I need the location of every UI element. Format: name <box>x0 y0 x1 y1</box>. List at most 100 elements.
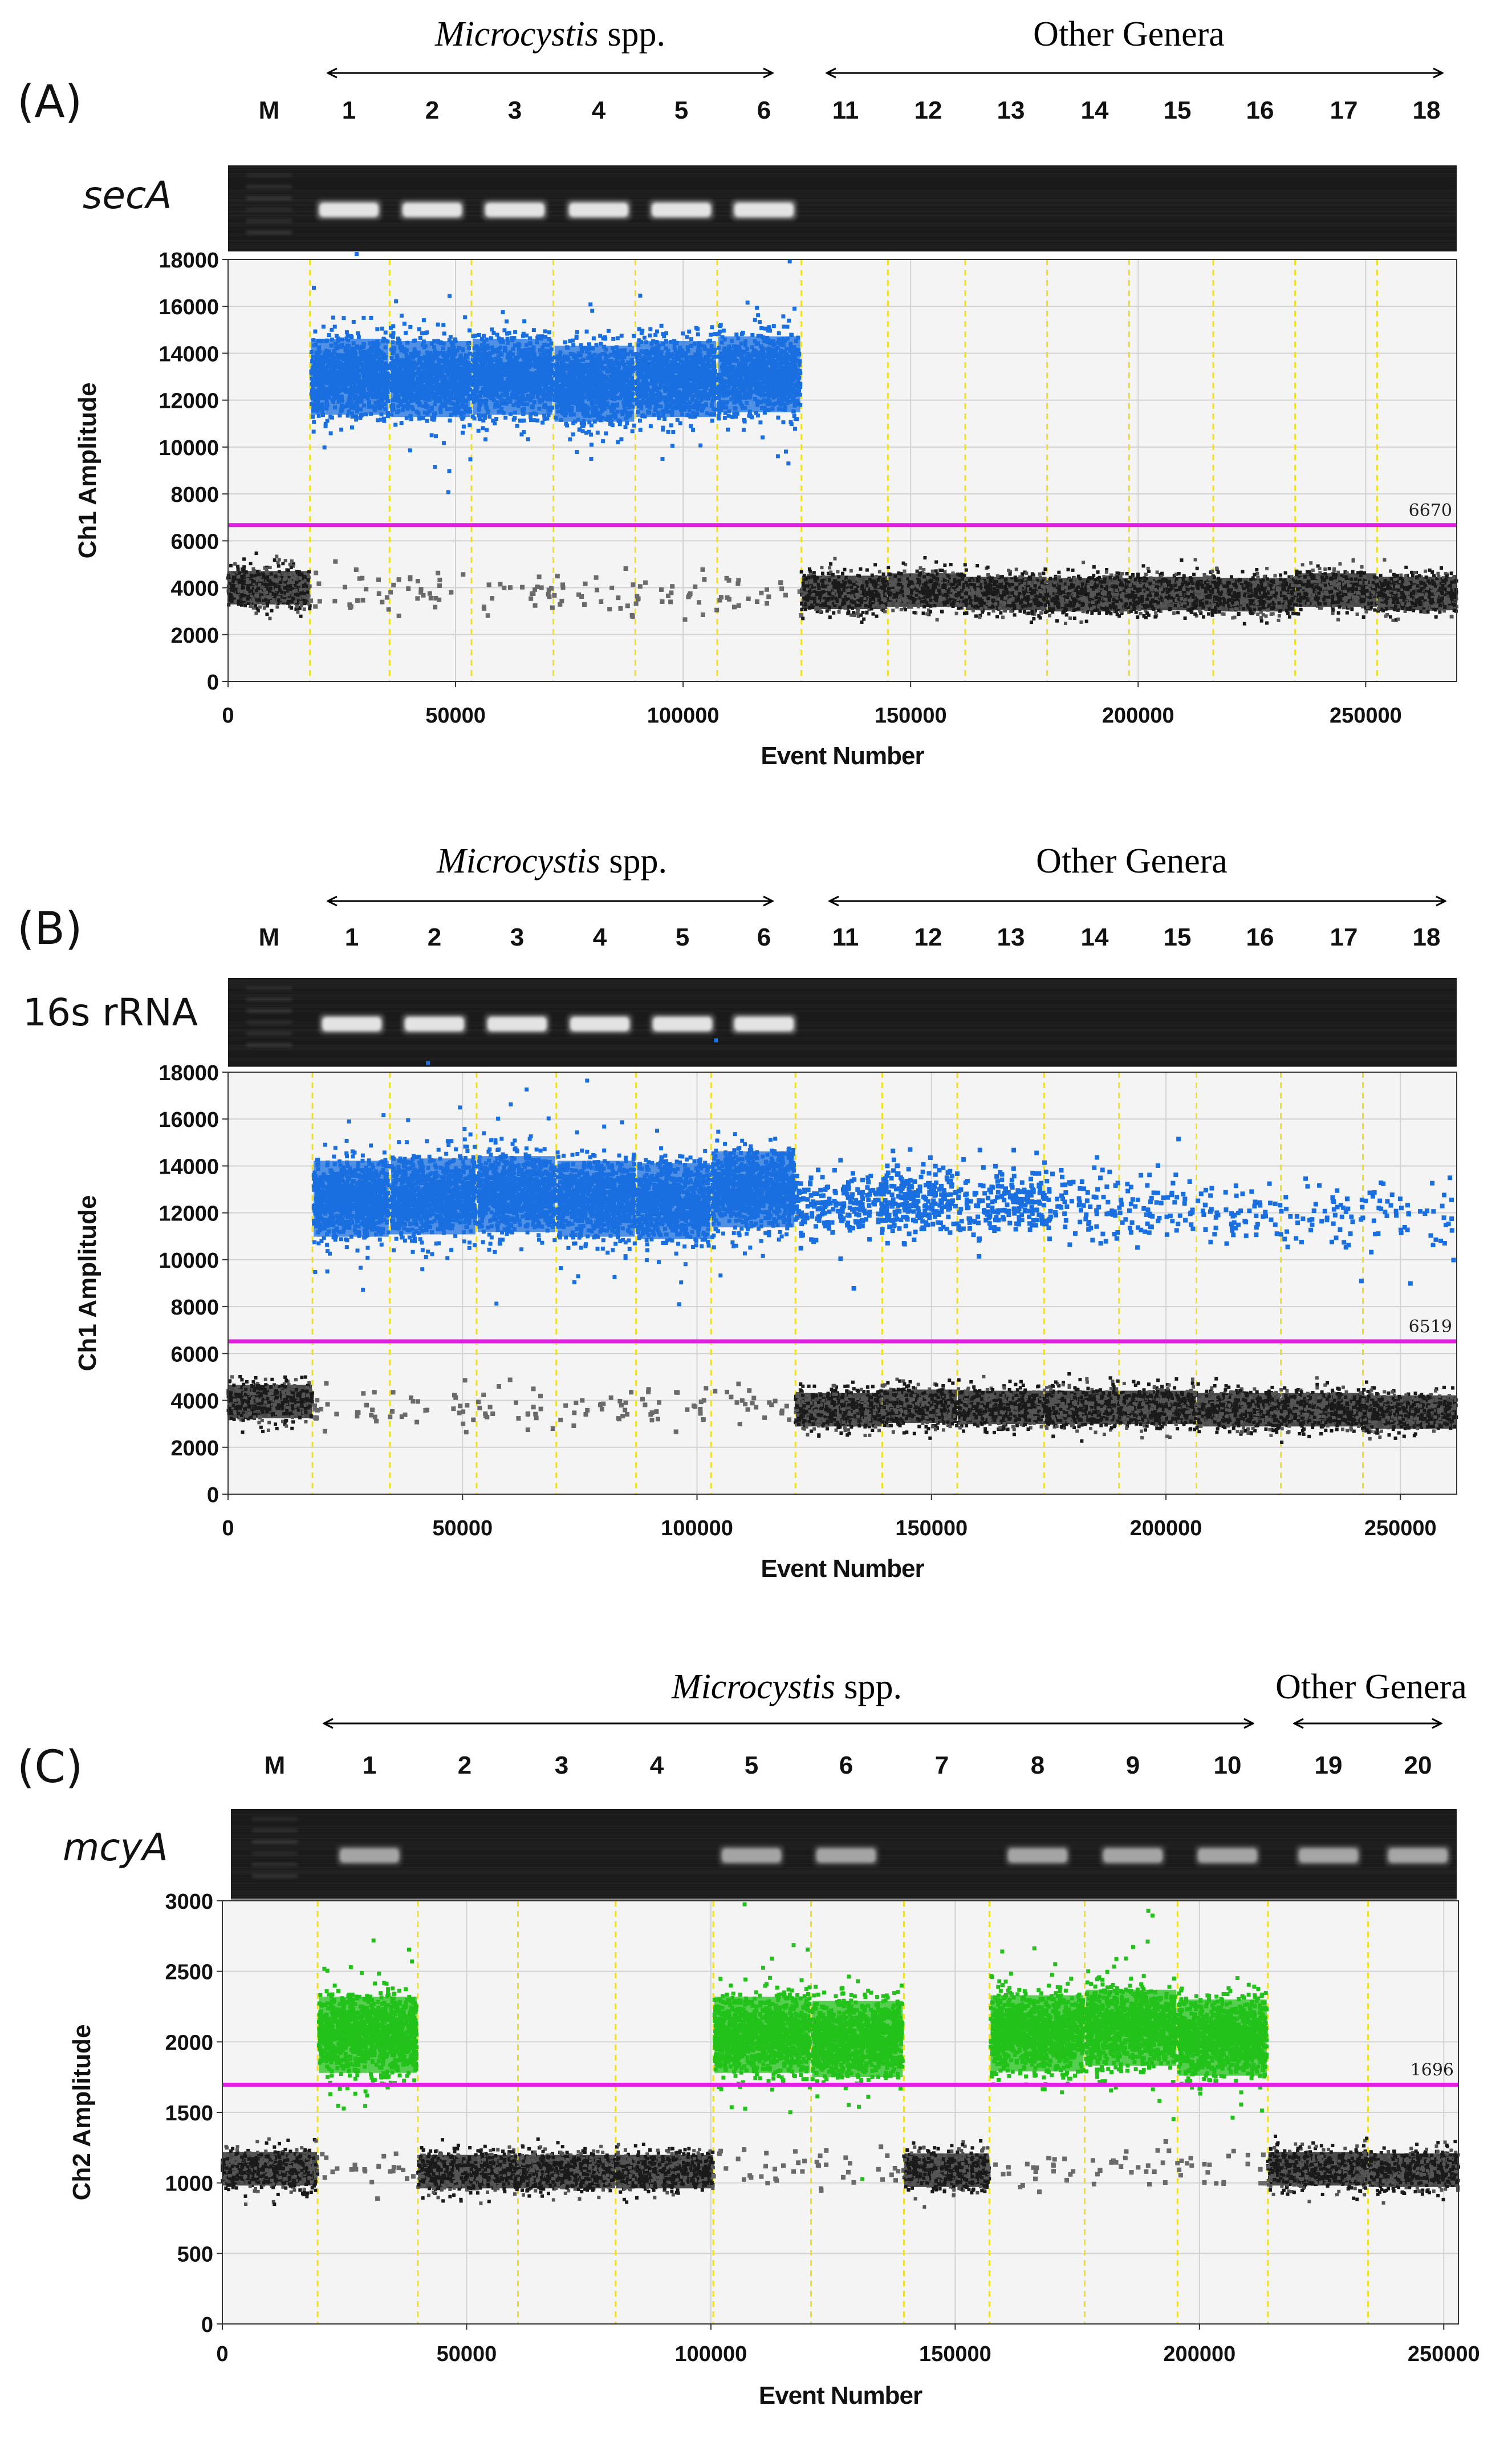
negative-droplet <box>263 582 267 586</box>
negative-droplet <box>299 576 303 580</box>
positive-droplet <box>555 387 559 392</box>
negative-droplet <box>316 581 322 586</box>
negative-droplet <box>482 606 487 611</box>
positive-droplet <box>385 390 390 394</box>
positive-droplet <box>468 423 472 428</box>
negative-droplet <box>275 554 279 558</box>
positive-droplet <box>611 395 616 400</box>
positive-droplet <box>313 405 318 410</box>
positive-droplet <box>482 334 486 338</box>
positive-droplet <box>619 355 623 359</box>
positive-droplet <box>314 399 319 403</box>
negative-droplet <box>271 592 275 596</box>
negative-droplet <box>302 595 306 599</box>
positive-droplet <box>369 412 373 416</box>
positive-droplet <box>434 355 439 360</box>
negative-droplet <box>239 595 243 599</box>
positive-droplet <box>359 407 363 412</box>
negative-droplet <box>258 605 262 609</box>
positive-droplet <box>472 346 477 351</box>
positive-droplet <box>334 342 338 346</box>
positive-droplet <box>321 394 326 398</box>
positive-droplet <box>435 369 440 374</box>
negative-droplet <box>295 570 299 574</box>
negative-droplet <box>550 605 555 610</box>
positive-droplet <box>428 351 433 355</box>
positive-droplet <box>528 371 533 376</box>
negative-droplet <box>241 575 245 579</box>
negative-droplet <box>360 575 365 581</box>
negative-droplet <box>227 571 231 575</box>
negative-droplet <box>625 603 630 609</box>
positive-droplet <box>364 412 368 417</box>
negative-droplet <box>406 586 411 591</box>
positive-droplet <box>434 397 439 401</box>
positive-droplet <box>378 382 383 386</box>
positive-droplet <box>330 352 335 356</box>
negative-droplet <box>697 600 702 605</box>
positive-droplet <box>446 490 450 494</box>
positive-droplet <box>606 328 611 333</box>
positive-droplet <box>499 407 504 411</box>
positive-droplet <box>349 411 354 416</box>
negative-droplet <box>227 583 231 587</box>
positive-droplet <box>609 407 614 412</box>
positive-droplet <box>322 351 327 355</box>
positive-droplet <box>383 356 387 360</box>
positive-droplet <box>585 386 590 391</box>
positive-droplet <box>344 376 348 381</box>
negative-droplet <box>436 570 441 575</box>
positive-droplet <box>618 360 623 365</box>
negative-droplet <box>294 581 298 585</box>
positive-droplet <box>570 362 574 366</box>
positive-droplet <box>407 368 412 372</box>
negative-droplet <box>229 563 233 567</box>
positive-droplet <box>506 340 510 345</box>
positive-droplet <box>371 395 376 399</box>
negative-droplet <box>536 574 542 579</box>
positive-droplet <box>327 349 331 354</box>
positive-droplet <box>409 352 413 356</box>
negative-droplet <box>297 570 301 574</box>
positive-droplet <box>543 362 547 367</box>
positive-droplet <box>418 355 422 360</box>
positive-droplet <box>542 413 547 418</box>
positive-droplet <box>436 322 440 327</box>
positive-droplet <box>482 375 487 379</box>
positive-droplet <box>412 366 417 371</box>
positive-droplet <box>586 356 590 360</box>
positive-droplet <box>536 334 540 339</box>
negative-droplet <box>507 585 513 590</box>
positive-droplet <box>593 372 598 376</box>
positive-droplet <box>377 405 382 409</box>
positive-droplet <box>361 353 366 358</box>
negative-droplet <box>415 596 420 601</box>
positive-droplet <box>353 352 357 357</box>
positive-droplet <box>505 319 509 324</box>
positive-droplet <box>566 346 570 350</box>
negative-droplet <box>246 594 250 598</box>
positive-droplet <box>477 417 482 421</box>
negative-droplet <box>714 607 720 612</box>
positive-droplet <box>493 404 497 409</box>
positive-droplet <box>570 367 574 372</box>
negative-droplet <box>290 587 294 591</box>
positive-droplet <box>611 346 615 351</box>
positive-droplet <box>508 368 513 372</box>
positive-droplet <box>421 339 426 344</box>
positive-droplet <box>400 392 404 396</box>
positive-droplet <box>314 360 319 365</box>
positive-droplet <box>594 398 599 403</box>
positive-droplet <box>349 358 354 362</box>
positive-droplet <box>590 309 595 313</box>
positive-droplet <box>385 363 389 368</box>
negative-droplet <box>237 588 241 592</box>
negative-droplet <box>693 584 698 589</box>
positive-droplet <box>382 419 387 423</box>
positive-droplet <box>315 391 320 395</box>
positive-droplet <box>316 383 320 387</box>
positive-droplet <box>311 393 316 397</box>
positive-droplet <box>339 353 344 358</box>
positive-droplet <box>381 390 385 395</box>
negative-droplet <box>276 601 280 605</box>
